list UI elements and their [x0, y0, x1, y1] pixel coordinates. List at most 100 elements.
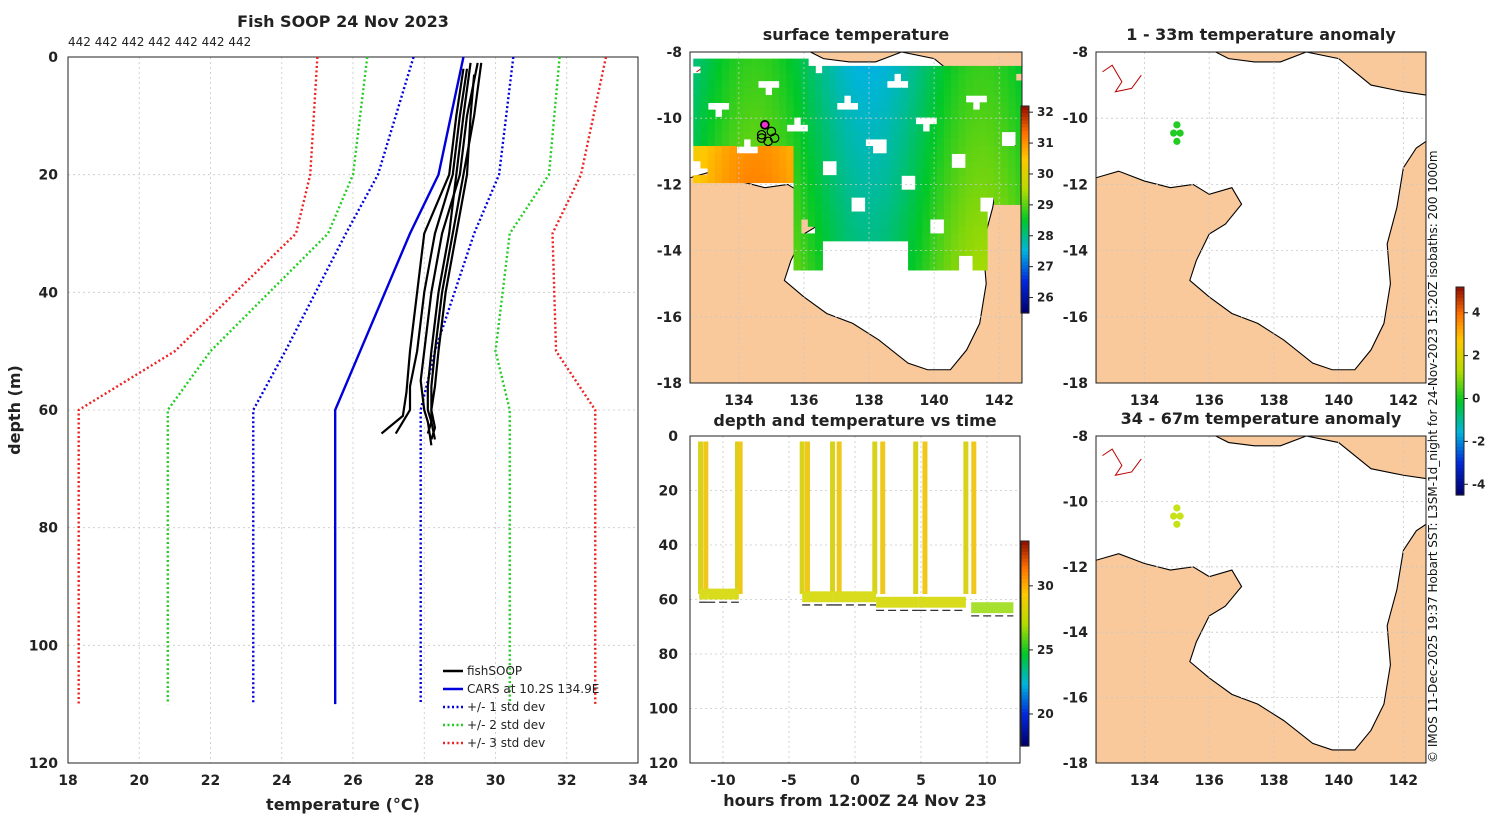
- sst-pixel: [1001, 160, 1010, 169]
- anom-colorbar-cell: [1456, 335, 1464, 340]
- anom-colorbar-cell: [1456, 387, 1464, 392]
- sst-pixel: [865, 160, 874, 169]
- sst-pixel: [1001, 124, 1010, 133]
- sst-pixel: [972, 204, 981, 213]
- sst-pixel: [922, 175, 931, 184]
- sst-pixel: [843, 196, 852, 205]
- sst-pixel: [1015, 182, 1022, 191]
- sst-pixel: [700, 153, 709, 162]
- sst-pixel: [843, 109, 852, 118]
- sst-pixel: [736, 116, 745, 125]
- sst-pixel: [764, 160, 773, 169]
- timedepth-colorbar-cell: [1021, 664, 1029, 669]
- sst-pixel: [807, 153, 816, 162]
- sst-pixel: [822, 218, 831, 227]
- sst-pixel: [772, 138, 780, 147]
- sst-pixel: [972, 80, 981, 89]
- sst-pixel: [886, 131, 895, 140]
- sst-pixel: [707, 73, 716, 82]
- sst-pixel: [922, 138, 931, 147]
- sst-pixel: [994, 175, 1002, 184]
- sst-pixel: [836, 167, 845, 176]
- sst-pixel: [743, 95, 752, 103]
- anom-colorbar-cell: [1456, 321, 1464, 326]
- sst-colorbar-cell: [1021, 178, 1029, 183]
- anom-colorbar-cell: [1456, 293, 1464, 298]
- sst-pixel: [979, 73, 988, 82]
- anom-colorbar-cell: [1456, 470, 1464, 475]
- sst-pixel: [915, 160, 924, 169]
- sst-pixel: [786, 58, 795, 67]
- sst-pixel: [979, 160, 988, 169]
- sst-pixel: [793, 58, 802, 67]
- sst-pixel: [886, 138, 895, 147]
- anom-colorbar-cell: [1456, 429, 1464, 434]
- sst-pixel: [879, 226, 888, 235]
- anom-colorbar-cell: [1456, 453, 1464, 458]
- sst-pixel: [750, 131, 759, 140]
- sst-colorbar-cell: [1021, 230, 1029, 235]
- sst-pixel: [965, 116, 974, 125]
- sst-pixel: [736, 73, 745, 82]
- sst-pixel: [857, 211, 866, 220]
- sst-pixel: [893, 124, 902, 133]
- sst-pixel: [850, 218, 859, 227]
- anom-colorbar-cell: [1456, 370, 1464, 375]
- anom-colorbar-cell: [1456, 297, 1464, 302]
- cast-marker: [769, 133, 780, 143]
- sst-pixel: [865, 196, 874, 205]
- sst-pixel: [850, 146, 859, 154]
- sst-pixel: [800, 102, 809, 111]
- sst-pixel: [757, 175, 766, 184]
- sst-colorbar-cell: [1021, 288, 1029, 293]
- sst-pixel: [714, 80, 723, 89]
- sst-pixel: [915, 73, 924, 82]
- sst-pixel: [772, 109, 780, 118]
- sst-pixel: [1001, 109, 1010, 118]
- anom-colorbar-cell: [1456, 325, 1464, 330]
- sst-pixel: [951, 262, 960, 271]
- sst-pixel: [857, 153, 866, 162]
- profile-series-line: [419, 56, 515, 705]
- sst-pixel: [800, 167, 809, 176]
- anom-colorbar-cell: [1456, 397, 1464, 402]
- sst-pixel: [757, 87, 766, 96]
- anom-colorbar-cell: [1456, 439, 1464, 444]
- anom-colorbar-cell: [1456, 436, 1464, 441]
- sst-colorbar-cell: [1021, 261, 1029, 266]
- sst-pixel: [900, 211, 909, 220]
- sst-pixel: [807, 182, 816, 191]
- sst-pixel: [929, 65, 938, 74]
- sst-pixel: [865, 102, 874, 111]
- sst-pixel: [786, 153, 795, 162]
- sst-pixel: [729, 124, 738, 133]
- sst-pixel: [836, 153, 845, 162]
- sst-pixel: [793, 218, 802, 227]
- sst-pixel: [786, 109, 795, 118]
- sst-pixel: [958, 131, 967, 140]
- sst-colorbar-label: 28: [1037, 229, 1054, 243]
- sst-pixel: [829, 65, 838, 74]
- anom-colorbar-cell: [1456, 418, 1464, 423]
- sst-pixel: [922, 218, 931, 227]
- sst-pixel: [829, 196, 838, 205]
- sst-colorbar: 26 27 28 29 30 31 32: [1020, 105, 1054, 314]
- sst-colorbar-cell: [1021, 240, 1029, 245]
- sst-pixel: [900, 218, 909, 227]
- sst-pixel: [750, 65, 759, 74]
- sst-colorbar-cell: [1021, 309, 1029, 314]
- sst-pixel: [994, 102, 1002, 111]
- sst-pixel: [1008, 80, 1017, 89]
- sst-colorbar-cell: [1021, 244, 1029, 249]
- sst-pixel: [943, 160, 952, 169]
- sst-ytick-label: -18: [657, 376, 682, 392]
- sst-colorbar-cell: [1021, 257, 1029, 262]
- sst-pixel: [1008, 95, 1017, 103]
- sst-pixel: [829, 226, 838, 235]
- sst-pixel: [872, 65, 881, 74]
- sst-pixel: [951, 167, 960, 176]
- timedepth-colorbar-cell: [1021, 564, 1029, 569]
- sst-pixel: [836, 204, 845, 213]
- sst-pixel: [829, 116, 838, 125]
- sst-colorbar-cell: [1021, 161, 1029, 166]
